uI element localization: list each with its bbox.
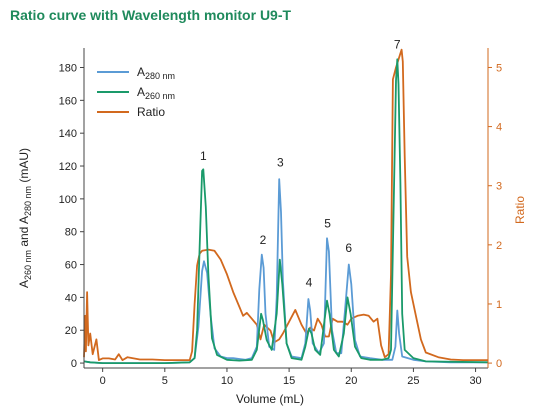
y-right-tick-label: 5	[496, 62, 502, 74]
x-tick-label: 5	[162, 375, 168, 387]
y-left-tick-label: 180	[59, 62, 77, 74]
series-line-ratio	[83, 48, 488, 361]
peak-label: 7	[394, 37, 401, 51]
peak-label: 6	[345, 241, 352, 255]
legend: A280 nm A260 nm Ratio	[97, 65, 175, 119]
peak-label: 1	[200, 149, 207, 163]
x-tick-label: 0	[100, 375, 106, 387]
y-right-tick-label: 1	[496, 299, 502, 311]
legend-entry: A260 nm	[137, 85, 175, 101]
y-left-tick-label: 80	[65, 227, 77, 239]
y-left-tick-label: 160	[59, 95, 77, 107]
peak-label: 3	[277, 156, 284, 170]
y-axis-label-right: Ratio	[513, 196, 527, 224]
series-line-a260-nm	[83, 58, 489, 364]
plot-lines	[83, 48, 489, 364]
legend-entry: A280 nm	[137, 65, 175, 81]
legend-entry: Ratio	[137, 105, 165, 119]
x-tick-label: 15	[283, 375, 295, 387]
y-left-tick-label: 40	[65, 292, 77, 304]
y-left-tick-label: 120	[59, 161, 77, 173]
chart-title: Ratio curve with Wavelength monitor U9-T	[10, 7, 292, 23]
peak-labels: 1 2 3 4 56 7	[200, 37, 401, 289]
y-left-tick-label: 20	[65, 325, 77, 337]
y-right-tick-label: 4	[496, 122, 502, 134]
x-axis-label: Volume (mL)	[236, 392, 304, 406]
x-tick-label: 25	[407, 375, 419, 387]
y-left-tick-label: 60	[65, 260, 77, 272]
y-right-tick-label: 3	[496, 181, 502, 193]
y-left-tick-label: 0	[71, 358, 77, 370]
x-tick-label: 20	[345, 375, 357, 387]
peak-label: 2	[260, 233, 267, 247]
y-right-tick-label: 2	[496, 240, 502, 252]
y-left-tick-label: 100	[59, 194, 77, 206]
peak-label: 4	[306, 275, 313, 289]
x-tick-label: 30	[469, 375, 481, 387]
x-tick-label: 10	[221, 375, 233, 387]
y-left-tick-label: 140	[59, 128, 77, 140]
peak-label: 5	[324, 216, 331, 230]
axes: 0 5 10 15 20 25 300204060801001201401601800123…	[59, 48, 502, 387]
y-right-tick-label: 0	[496, 358, 502, 370]
y-axis-label-left: A260 nm and A280 nm (mAU)	[17, 148, 33, 288]
